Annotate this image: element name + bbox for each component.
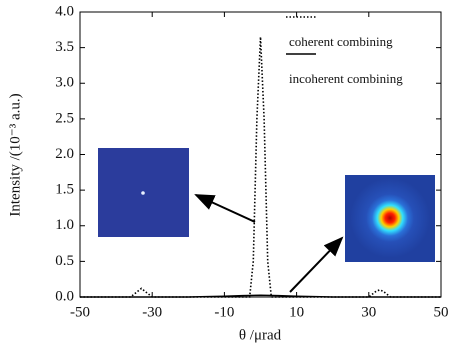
y-tick-label: 1.5 — [55, 182, 74, 198]
y-tick-label: 2.0 — [55, 146, 74, 162]
inset-right — [345, 175, 435, 262]
x-tick-label: -50 — [70, 304, 90, 320]
y-tick-label: 0.0 — [55, 288, 74, 304]
x-tick-label: -30 — [142, 304, 162, 320]
y-tick-label: 1.0 — [55, 217, 74, 233]
x-tick-label: 30 — [361, 304, 376, 320]
y-tick-label: 3.0 — [55, 75, 74, 91]
x-tick-label: -10 — [214, 304, 234, 320]
y-tick-label: 0.5 — [55, 253, 74, 269]
arrow — [196, 195, 255, 222]
legend-label: incoherent combining — [289, 71, 403, 86]
x-axis-label: θ /μrad — [239, 327, 282, 343]
y-tick-label: 2.5 — [55, 110, 74, 126]
x-tick-label: 10 — [289, 304, 304, 320]
y-tick-label: 3.5 — [55, 39, 74, 55]
arrow — [290, 238, 342, 292]
inset-left — [98, 148, 189, 237]
y-tick-label: 4.0 — [55, 3, 74, 19]
y-axis-label: Intensity /(10⁻³ a.u.) — [7, 93, 23, 216]
x-tick-label: 50 — [434, 304, 449, 320]
chart: Intensity /(10⁻³ a.u.) θ /μrad 0.0 0.5 1.0… — [0, 0, 461, 351]
legend-label: coherent combining — [289, 34, 393, 49]
